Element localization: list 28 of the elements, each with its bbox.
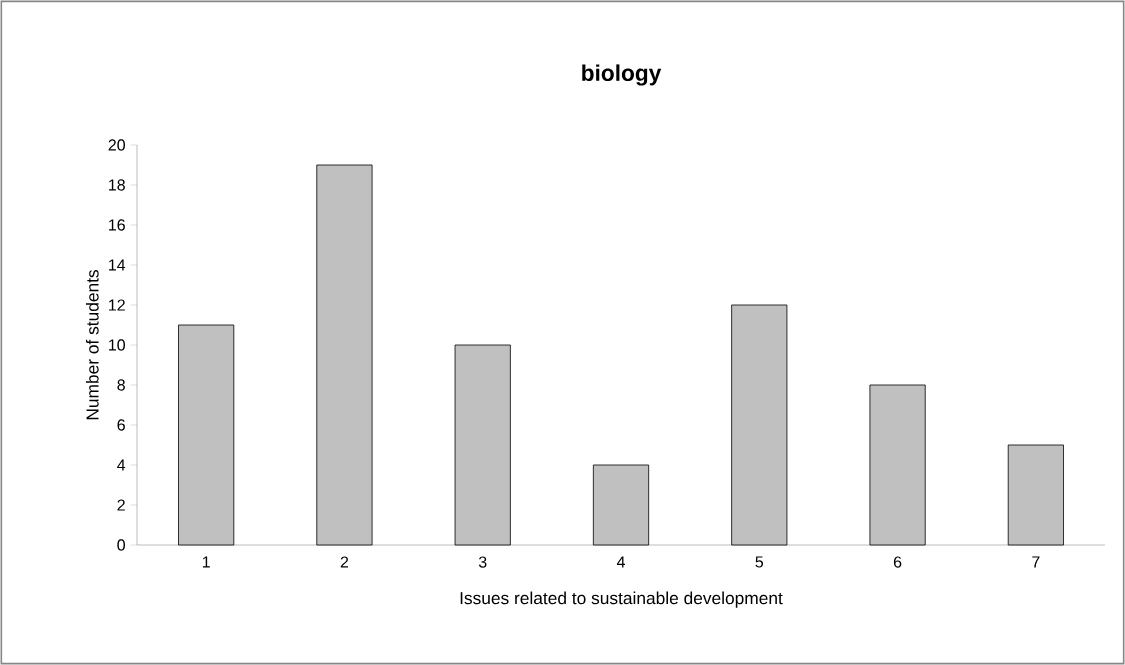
x-tick-label: 6: [893, 556, 902, 568]
y-tick-label: 2: [117, 499, 125, 511]
y-tick-label: 0: [117, 539, 126, 551]
bar: [1007, 444, 1064, 546]
x-tick-label: 1: [202, 556, 210, 568]
x-tick-label: 7: [1032, 556, 1040, 568]
bar: [454, 344, 511, 546]
bar: [592, 464, 650, 546]
y-tick-label: 4: [117, 459, 126, 471]
y-tick-label: 10: [109, 339, 125, 351]
x-tick-label: 3: [478, 556, 487, 568]
y-tick-label: 16: [109, 219, 125, 231]
bar: [178, 324, 235, 546]
y-tick-label: 18: [109, 179, 125, 191]
bar: [731, 304, 788, 546]
y-tick-label: 12: [109, 299, 125, 311]
y-axis-title: Number of students: [85, 270, 99, 420]
x-tick-label: 4: [616, 556, 625, 568]
chart-title: biology: [582, 64, 662, 86]
bar: [316, 164, 373, 546]
x-axis-title: Issues related to sustainable development: [460, 591, 783, 608]
y-tick-label: 6: [117, 419, 125, 431]
y-tick-label: 20: [108, 139, 125, 151]
x-tick-label: 5: [755, 556, 764, 568]
y-tick-label: 14: [109, 259, 126, 271]
y-tick-label: 8: [117, 379, 125, 391]
x-tick-label: 2: [340, 556, 349, 568]
bar: [869, 384, 926, 546]
